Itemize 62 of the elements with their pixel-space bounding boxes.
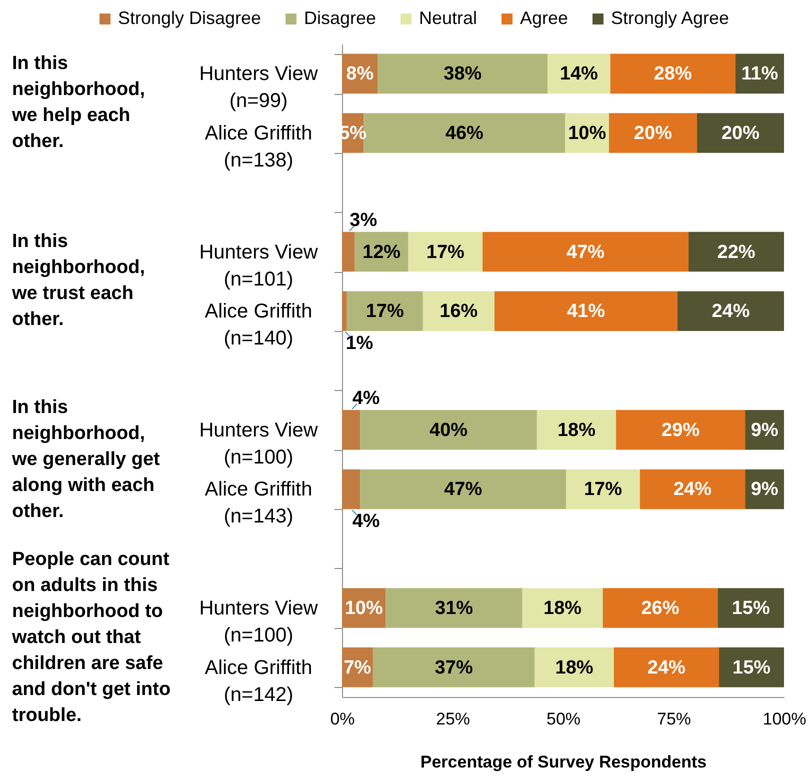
data-label: 17% [366,301,404,322]
data-label: 9% [750,420,778,441]
data-label: 47% [566,242,605,263]
data-label: 15% [732,598,770,619]
data-label: 10% [344,598,383,619]
data-label: 12% [362,242,401,263]
data-label: 24% [673,479,712,500]
data-label: 28% [654,64,692,85]
data-label: 17% [584,479,622,500]
y-tick-label: Hunters View (n=100) [199,597,318,646]
y-tick-label: Hunters View (n=99) [199,63,318,112]
text: In this neighborhood, we generally get along with each other. [12,396,161,524]
data-label: 24% [647,657,686,678]
legend-label: Neutral [419,8,478,28]
data-label: 14% [560,64,598,85]
data-label: 46% [445,123,484,144]
data-label: 38% [444,64,482,85]
data-label: 22% [717,242,756,263]
legend-label: Strongly Agree [611,8,730,28]
data-label: 4% [352,511,380,532]
data-label: 8% [346,64,374,85]
y-tick-label: Alice Griffith (n=138) [204,122,312,172]
data-label: 26% [641,598,680,619]
x-tick-label: 75% [656,710,692,728]
x-tick-label: 0% [330,710,355,728]
legend-label: Strongly Disagree [118,8,262,28]
data-label: 47% [444,479,482,500]
x-tick-label: 100% [762,710,806,728]
legend-label: Disagree [304,8,376,28]
data-label: 40% [430,420,468,441]
data-label: 7% [344,657,372,678]
text: In this neighborhood, we trust each other. [12,230,146,332]
y-tick-label: Hunters View (n=101) [199,241,318,290]
x-tick-label: 50% [546,710,581,728]
y-tick-label: Alice Griffith (n=140) [204,300,312,350]
data-label: 24% [712,301,750,322]
data-label: 41% [566,301,606,322]
data-label: 18% [555,657,594,678]
y-tick-label: Alice Griffith (n=143) [204,478,312,528]
text: In this neighborhood, we help each other. [12,52,146,154]
x-axis-title: Percentage of Survey Respondents [420,752,707,772]
data-label: 15% [732,657,771,678]
y-tick-label: Alice Griffith (n=142) [204,656,312,706]
x-tick-label: 25% [436,710,470,728]
y-tick-label: Hunters View (n=100) [199,419,318,468]
data-label: 11% [741,64,778,85]
data-label: 29% [662,420,700,441]
data-label: 18% [544,598,582,619]
data-label: 9% [750,479,778,500]
legend-label: Agree [520,8,568,28]
data-label: 16% [440,301,478,322]
data-label: 37% [434,657,473,678]
text: People can count on adults in this neighborhood to watch out that children are safe and don't get into trouble. [12,548,172,728]
data-label: 18% [557,420,596,441]
data-label: 1% [346,333,374,354]
data-label: 3% [350,210,378,231]
data-label: 10% [568,123,606,144]
data-label: 20% [634,123,672,144]
data-label: 20% [721,123,760,144]
data-label: 4% [352,388,380,409]
data-label: 31% [435,598,474,619]
data-label: 17% [426,242,465,263]
